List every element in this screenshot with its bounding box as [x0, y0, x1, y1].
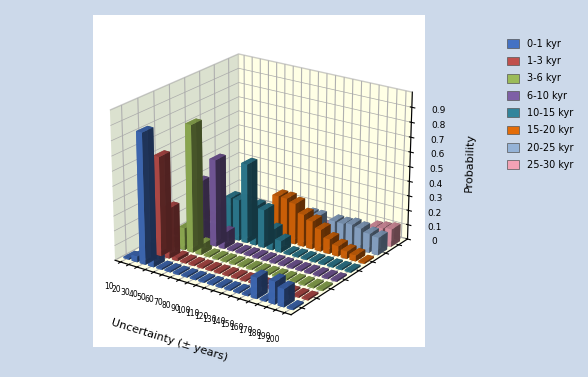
Legend: 0-1 kyr, 1-3 kyr, 3-6 kyr, 6-10 kyr, 10-15 kyr, 15-20 kyr, 20-25 kyr, 25-30 kyr: 0-1 kyr, 1-3 kyr, 3-6 kyr, 6-10 kyr, 10-… — [503, 35, 577, 174]
X-axis label: Uncertainty (± years): Uncertainty (± years) — [110, 317, 229, 363]
